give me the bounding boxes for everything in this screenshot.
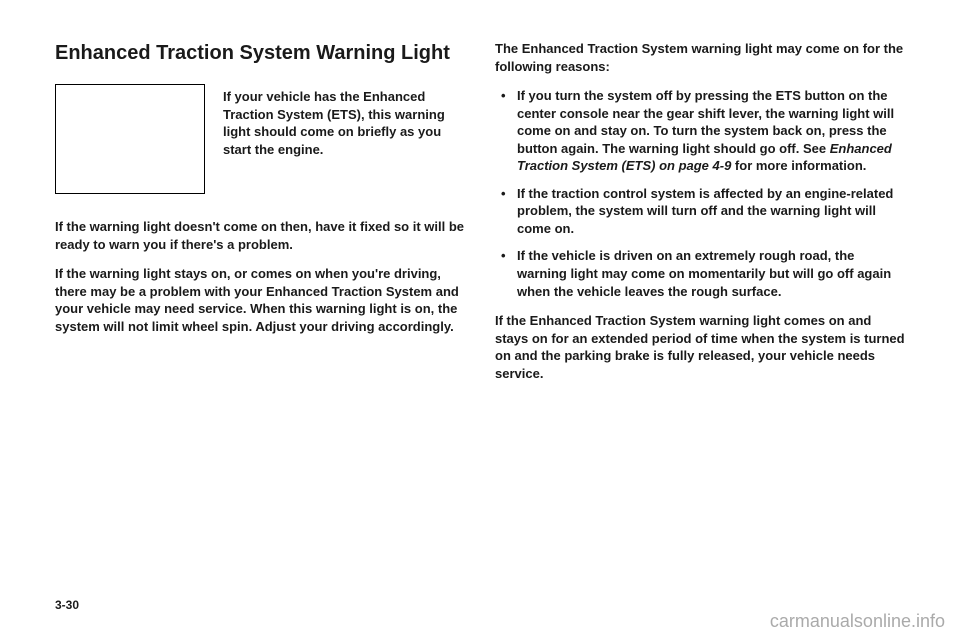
bullet-text-post: for more information.: [731, 158, 866, 173]
image-intro-row: If your vehicle has the Enhanced Tractio…: [55, 84, 465, 194]
list-item: If the vehicle is driven on an extremely…: [495, 247, 905, 300]
page-content: Enhanced Traction System Warning Light I…: [0, 0, 960, 424]
list-item: If the traction control system is affect…: [495, 185, 905, 238]
page-number: 3-30: [55, 598, 79, 612]
intro-text: If your vehicle has the Enhanced Tractio…: [223, 84, 465, 158]
reasons-list: If you turn the system off by pressing t…: [495, 87, 905, 300]
watermark: carmanualsonline.info: [770, 611, 945, 632]
left-column: Enhanced Traction System Warning Light I…: [55, 40, 465, 394]
warning-light-image-placeholder: [55, 84, 205, 194]
paragraph-1: If the warning light doesn't come on the…: [55, 218, 465, 253]
list-item: If you turn the system off by pressing t…: [495, 87, 905, 175]
right-column: The Enhanced Traction System warning lig…: [495, 40, 905, 394]
section-heading: Enhanced Traction System Warning Light: [55, 40, 465, 66]
closing-paragraph: If the Enhanced Traction System warning …: [495, 312, 905, 382]
right-intro: The Enhanced Traction System warning lig…: [495, 40, 905, 75]
bullet-text-pre: If the traction control system is affect…: [517, 186, 893, 236]
paragraph-2: If the warning light stays on, or comes …: [55, 265, 465, 335]
bullet-text-pre: If the vehicle is driven on an extremely…: [517, 248, 891, 298]
